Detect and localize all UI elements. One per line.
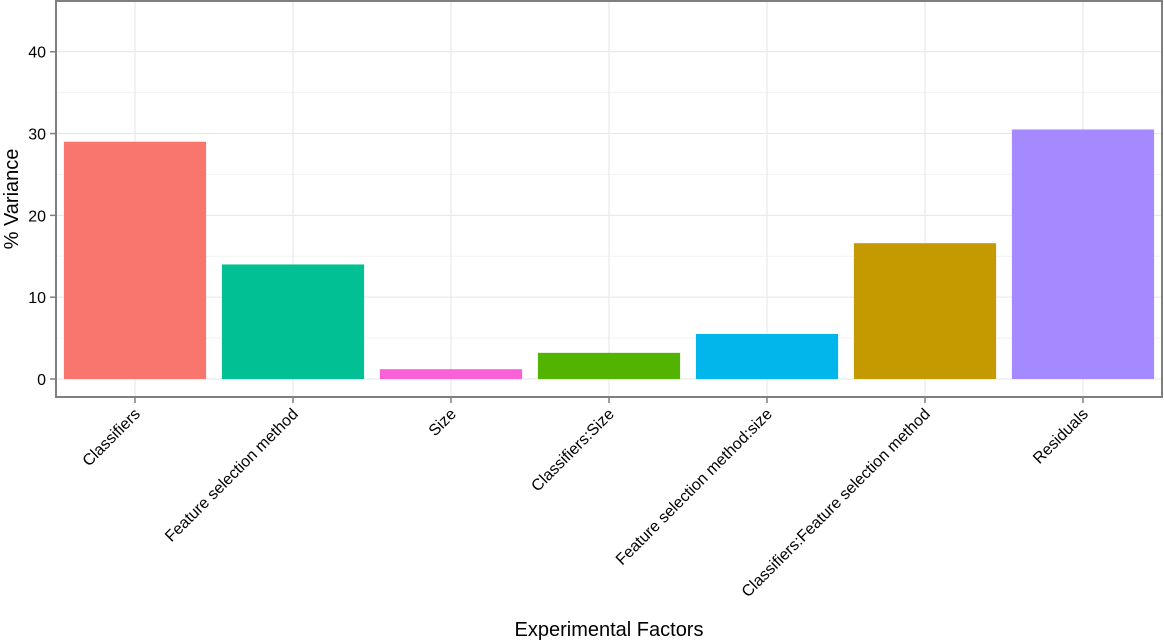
bar-7 — [1011, 129, 1155, 379]
bar-4 — [537, 352, 681, 379]
x-tick-label: Feature selection method — [162, 406, 302, 546]
y-axis: 0 10 20 30 40 — [28, 45, 56, 389]
x-tick-label: Classifiers — [80, 406, 144, 470]
bar-1 — [63, 141, 207, 379]
bar-3 — [379, 369, 523, 379]
y-tick-label: 10 — [28, 290, 46, 307]
bar-6 — [853, 243, 997, 379]
y-tick-label: 0 — [37, 372, 46, 389]
bar-2 — [221, 264, 365, 379]
x-tick-label: Classifiers:Size — [528, 406, 617, 495]
x-tick-label: Size — [426, 406, 460, 440]
y-tick-label: 20 — [28, 208, 46, 225]
bar-5 — [695, 334, 839, 379]
x-tick-label: Classifiers:Feature selection method — [739, 406, 934, 601]
y-axis-title: % Variance — [1, 149, 23, 250]
x-axis: Classifiers Feature selection method Size C… — [80, 397, 1092, 601]
x-tick-label: Residuals — [1030, 406, 1092, 468]
bars — [63, 129, 1155, 379]
y-tick-label: 40 — [28, 45, 46, 62]
x-axis-title: Experimental Factors — [515, 619, 704, 641]
y-tick-label: 30 — [28, 127, 46, 144]
x-tick-label: Feature selection method:size — [613, 406, 776, 569]
